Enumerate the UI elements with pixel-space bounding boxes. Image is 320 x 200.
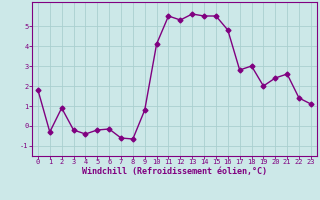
X-axis label: Windchill (Refroidissement éolien,°C): Windchill (Refroidissement éolien,°C) <box>82 167 267 176</box>
